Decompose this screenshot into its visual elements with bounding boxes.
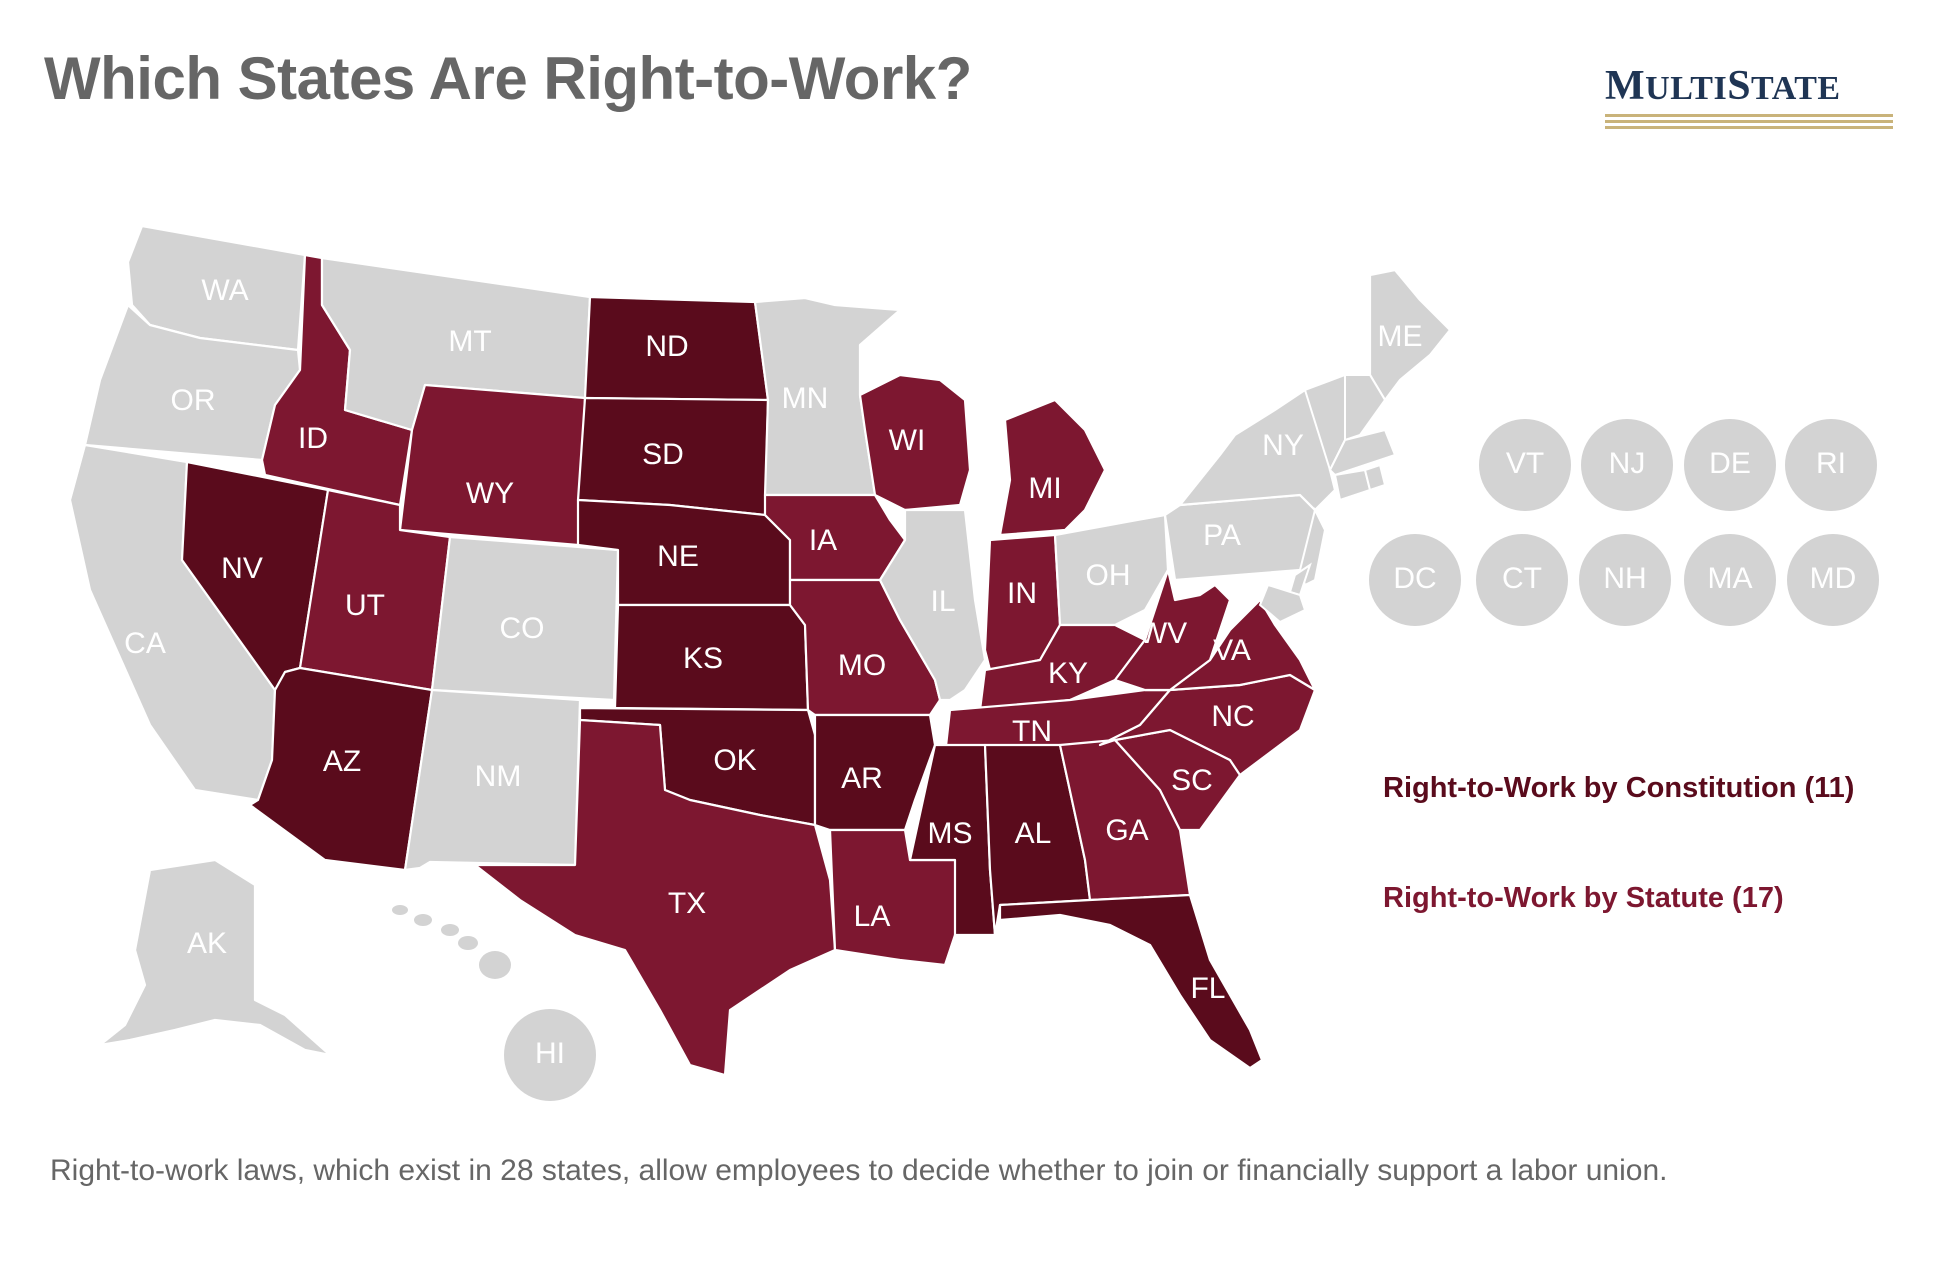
state-label-pa: PA (1203, 519, 1241, 552)
state-label-ky: KY (1048, 657, 1088, 690)
hawaii-island (479, 951, 511, 979)
state-hi (504, 1009, 596, 1101)
state-label-sc: SC (1171, 764, 1213, 797)
state-label-id: ID (298, 422, 328, 455)
bubble-label-nh: NH (1603, 562, 1646, 595)
bubble-de (1684, 419, 1776, 511)
state-label-ak: AK (187, 927, 227, 960)
state-label-nd: ND (645, 330, 688, 363)
state-label-mn: MN (782, 382, 829, 415)
state-label-hi: HI (535, 1037, 565, 1070)
state-label-nm: NM (475, 760, 522, 793)
state-label-ga: GA (1105, 814, 1148, 847)
bubble-ri (1785, 419, 1877, 511)
page-title: Which States Are Right-to-Work? (44, 45, 972, 112)
state-label-il: IL (930, 585, 955, 618)
logo-letter-m: M (1605, 63, 1646, 109)
state-label-mo: MO (838, 649, 886, 682)
state-label-nc: NC (1211, 700, 1254, 733)
bubble-label-ct: CT (1502, 562, 1542, 595)
northeast-small-state (1344, 374, 1387, 442)
state-label-co: CO (500, 612, 545, 645)
state-wy (398, 383, 587, 547)
state-label-mt: MT (448, 325, 491, 358)
state-label-ne: NE (657, 540, 699, 573)
logo-part-tate: TATE (1751, 70, 1841, 107)
state-label-nv: NV (221, 552, 263, 585)
state-label-wa: WA (201, 274, 248, 307)
state-label-ny: NY (1262, 429, 1304, 462)
state-label-sd: SD (642, 438, 684, 471)
footer-note: Right-to-work laws, which exist in 28 st… (50, 1154, 1668, 1187)
state-label-tn: TN (1012, 715, 1052, 748)
state-wi (858, 373, 972, 512)
state-ak (98, 858, 332, 1057)
northeast-small-state (1258, 583, 1307, 624)
northeast-small-state (1333, 468, 1372, 502)
legend-statute: Right-to-Work by Statute (17) (1383, 882, 1784, 914)
state-label-ks: KS (683, 642, 723, 675)
state-label-la: LA (854, 900, 891, 933)
logo-letter-s: S (1727, 63, 1752, 109)
state-label-ia: IA (809, 524, 837, 557)
bubble-label-nj: NJ (1609, 447, 1646, 480)
bubble-md (1787, 534, 1879, 626)
state-label-wv: WV (1139, 617, 1187, 650)
hawaii-island (414, 914, 432, 926)
state-label-fl: FL (1190, 972, 1225, 1005)
state-ar (813, 713, 937, 832)
legend-constitution: Right-to-Work by Constitution (11) (1383, 772, 1855, 804)
state-label-oh: OH (1086, 559, 1131, 592)
state-label-wi: WI (889, 424, 926, 457)
state-label-ok: OK (713, 744, 756, 777)
logo-rule (1605, 126, 1893, 129)
states-layer (68, 224, 1452, 1077)
logo-wordmark: MULTISTATE (1605, 64, 1895, 111)
state-label-ca: CA (124, 627, 166, 660)
bubble-ma (1684, 534, 1776, 626)
state-tx (473, 718, 837, 1077)
state-nm (403, 688, 582, 872)
bubble-ct (1476, 534, 1568, 626)
bubble-label-de: DE (1709, 447, 1751, 480)
state-il (878, 508, 987, 702)
bubble-dc (1369, 534, 1461, 626)
logo-rule (1605, 114, 1893, 117)
state-label-tx: TX (668, 887, 706, 920)
state-label-al: AL (1015, 817, 1052, 850)
small-states-bubbles: HI VT NJ DE RI DC CT NH MA MD (504, 419, 1879, 1101)
state-label-mi: MI (1028, 472, 1061, 505)
state-label-va: VA (1213, 634, 1251, 667)
bubble-label-md: MD (1810, 562, 1857, 595)
hawaii-island (441, 924, 459, 936)
bubble-label-dc: DC (1393, 562, 1436, 595)
bubble-label-ma: MA (1708, 562, 1753, 595)
logo-part-ulti: ULTI (1645, 70, 1728, 107)
state-label-az: AZ (323, 745, 361, 778)
state-mi (998, 398, 1107, 537)
state-co (430, 535, 620, 702)
logo-rule (1605, 120, 1893, 123)
state-label-ms: MS (928, 817, 973, 850)
state-labels-layer: WA OR CA ID NV MT WY UT AZ CO NM ND SD NE KS OK TX MN IA MO… (124, 274, 1422, 1005)
hawaii-island (458, 936, 478, 950)
state-label-ar: AR (841, 762, 883, 795)
state-nc (1098, 673, 1317, 777)
hawaii-island (392, 905, 408, 915)
state-fl (998, 893, 1264, 1070)
bubble-nj (1581, 419, 1673, 511)
northeast-small-state (1363, 463, 1387, 492)
state-label-wy: WY (466, 477, 514, 510)
multistate-logo: MULTISTATE (1605, 64, 1895, 129)
bubble-nh (1579, 534, 1671, 626)
bubble-label-ri: RI (1816, 447, 1846, 480)
state-label-me: ME (1378, 320, 1423, 353)
state-label-ut: UT (345, 589, 385, 622)
state-label-in: IN (1007, 577, 1037, 610)
bubble-label-vt: VT (1506, 447, 1544, 480)
state-wv (1113, 568, 1232, 692)
bubble-vt (1479, 419, 1571, 511)
state-label-or: OR (171, 384, 216, 417)
